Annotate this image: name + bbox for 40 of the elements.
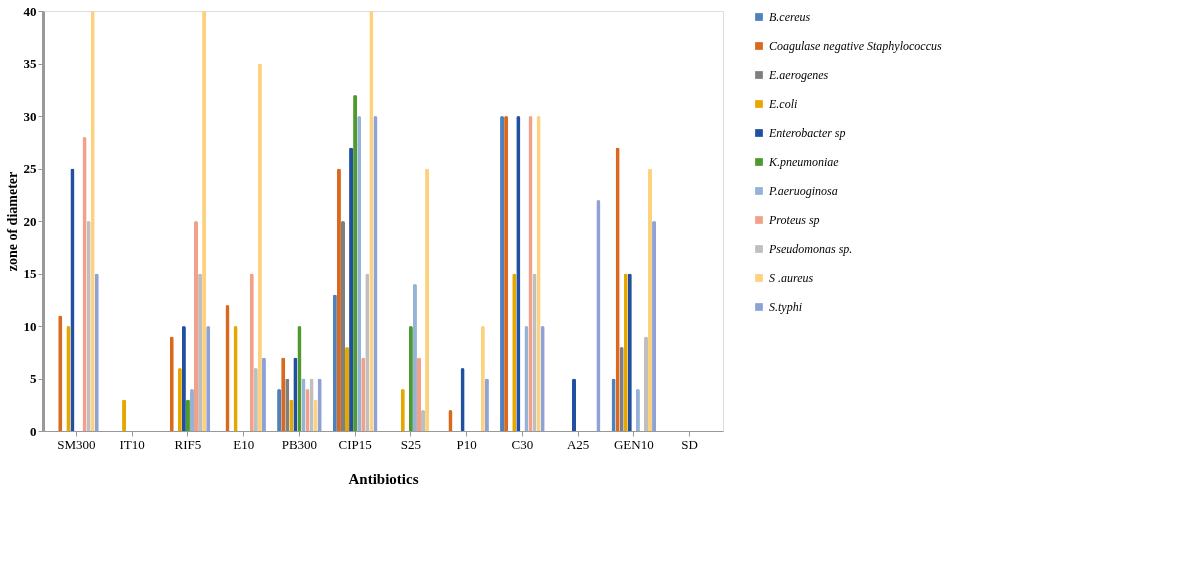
x-tick-label: A25 — [566, 436, 590, 452]
y-tick-label: 25 — [23, 161, 37, 176]
legend-label: S .aureus — [769, 271, 814, 285]
legend-label: Coagulase negative Staphylococcus — [769, 39, 942, 53]
y-tick-label: 0 — [30, 423, 37, 439]
x-axis-title: Antibiotics — [348, 470, 419, 487]
bar — [572, 378, 577, 431]
legend-label: K.pneumoniae — [768, 155, 840, 169]
x-tick-label: P10 — [456, 436, 477, 452]
legend-label: P.aeruoginosa — [768, 184, 838, 198]
y-tick-label: 35 — [23, 56, 37, 71]
legend-label: S.typhi — [769, 300, 802, 314]
bar — [421, 410, 426, 431]
x-tick-label: SM300 — [57, 436, 96, 452]
y-axis-title: zone of diameter — [4, 171, 20, 272]
x-tick-label: S25 — [400, 436, 421, 452]
x-tick-label: RIF5 — [174, 436, 202, 452]
legend-label: E.aerogenes — [768, 68, 829, 82]
y-tick-label: 20 — [23, 213, 37, 229]
y-tick-label: 5 — [30, 371, 37, 386]
y-tick-label: 15 — [23, 266, 37, 281]
bar — [643, 336, 649, 431]
x-tick-label: CIP15 — [338, 436, 372, 452]
legend-label: Pseudomonas sp. — [768, 242, 853, 256]
y-tick-label: 40 — [23, 3, 37, 19]
y-tick-label: 10 — [23, 318, 37, 334]
x-tick-label: PB300 — [281, 436, 318, 452]
bar — [416, 357, 421, 431]
legend-label: Proteus sp — [768, 213, 820, 227]
legend-label: E.coli — [768, 97, 798, 111]
x-tick-label: E10 — [233, 436, 255, 452]
y-tick-label: 30 — [23, 108, 37, 124]
x-tick-label: C30 — [511, 436, 534, 452]
x-tick-label: SD — [681, 436, 698, 452]
x-tick-label: IT10 — [119, 436, 145, 452]
x-tick-label: GEN10 — [613, 436, 654, 452]
legend-label: Enterobacter sp — [768, 126, 846, 140]
legend-label: B.cereus — [769, 10, 811, 24]
bar — [194, 221, 199, 431]
bar — [345, 347, 350, 431]
